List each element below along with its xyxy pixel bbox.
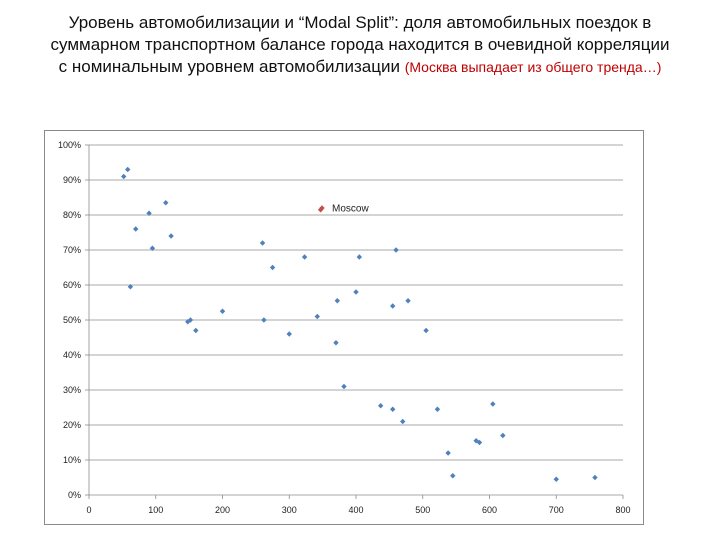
title-line-3: с номинальным уровнем автомобилизации (М… xyxy=(10,56,710,78)
x-tick-label: 300 xyxy=(282,505,297,515)
x-tick-label: 500 xyxy=(415,505,430,515)
data-point xyxy=(445,450,451,456)
data-point xyxy=(193,327,199,334)
data-point xyxy=(286,331,292,337)
y-tick-label: 20% xyxy=(63,420,81,430)
data-point xyxy=(314,313,320,320)
data-point xyxy=(490,401,496,407)
data-point xyxy=(168,233,174,239)
title-line-2: суммарном транспортном балансе города на… xyxy=(50,35,670,54)
data-point xyxy=(133,226,139,232)
data-point xyxy=(269,264,276,271)
data-point xyxy=(450,473,456,479)
data-point xyxy=(476,439,483,446)
data-point xyxy=(341,383,347,390)
data-point xyxy=(334,298,341,304)
data-point xyxy=(393,247,399,253)
data-point xyxy=(127,284,134,290)
y-tick-label: 0% xyxy=(68,490,81,500)
axes xyxy=(85,144,624,499)
data-point xyxy=(377,403,384,409)
x-tick-label: 400 xyxy=(348,505,363,515)
data-point xyxy=(553,476,559,482)
data-point xyxy=(592,474,598,481)
data-point xyxy=(356,254,363,260)
legend: Moscow xyxy=(319,204,369,215)
data-point xyxy=(333,340,339,346)
data-point xyxy=(301,254,308,260)
data-point xyxy=(390,406,396,412)
title-highlight: (Москва выпадает из общего тренда…) xyxy=(404,59,662,75)
title-line-1: Уровень автомобилизации и “Modal Split”:… xyxy=(68,13,652,32)
data-point xyxy=(259,240,266,246)
data-point xyxy=(405,298,411,304)
data-point xyxy=(500,432,506,439)
y-tick-label: 30% xyxy=(63,385,81,395)
data-point xyxy=(149,245,156,251)
data-point xyxy=(261,317,267,323)
x-tick-label: 800 xyxy=(615,505,630,515)
y-tick-label: 10% xyxy=(63,455,81,465)
data-point xyxy=(353,289,359,295)
title-line-3-text: с номинальным уровнем автомобилизации xyxy=(58,57,400,76)
data-point xyxy=(400,418,406,425)
x-tick-labels: 0 100 200 300 400 500 600 700 800 xyxy=(86,505,630,515)
x-tick-label: 100 xyxy=(148,505,163,515)
x-tick-label: 700 xyxy=(549,505,564,515)
slide-title: Уровень автомобилизации и “Modal Split”:… xyxy=(10,12,710,78)
y-tick-label: 90% xyxy=(63,175,81,185)
y-tick-label: 70% xyxy=(63,245,81,255)
data-point xyxy=(423,327,429,334)
grid-lines xyxy=(89,144,623,461)
y-tick-label: 50% xyxy=(63,315,81,325)
data-point xyxy=(434,406,441,412)
x-tick-label: 0 xyxy=(86,505,91,515)
y-tick-label: 80% xyxy=(63,210,81,220)
data-point xyxy=(121,173,127,180)
y-tick-label: 40% xyxy=(63,350,81,360)
legend-label: Moscow xyxy=(332,204,369,215)
y-tick-label: 100% xyxy=(58,140,81,150)
x-tick-label: 200 xyxy=(215,505,230,515)
chart-frame xyxy=(44,130,644,525)
data-point xyxy=(390,303,396,309)
data-point xyxy=(125,166,131,173)
data-point xyxy=(146,210,152,216)
data-point xyxy=(163,200,169,206)
data-point xyxy=(219,308,226,314)
data-points xyxy=(121,166,598,482)
y-tick-label: 60% xyxy=(63,280,81,290)
data-point xyxy=(317,207,324,213)
data-point xyxy=(187,317,194,323)
x-tick-label: 600 xyxy=(482,505,497,515)
y-tick-labels: 0% 10% 20% 30% 40% 50% 60% 70% 80% 90% 100% xyxy=(58,140,81,500)
legend-marker xyxy=(319,205,325,211)
